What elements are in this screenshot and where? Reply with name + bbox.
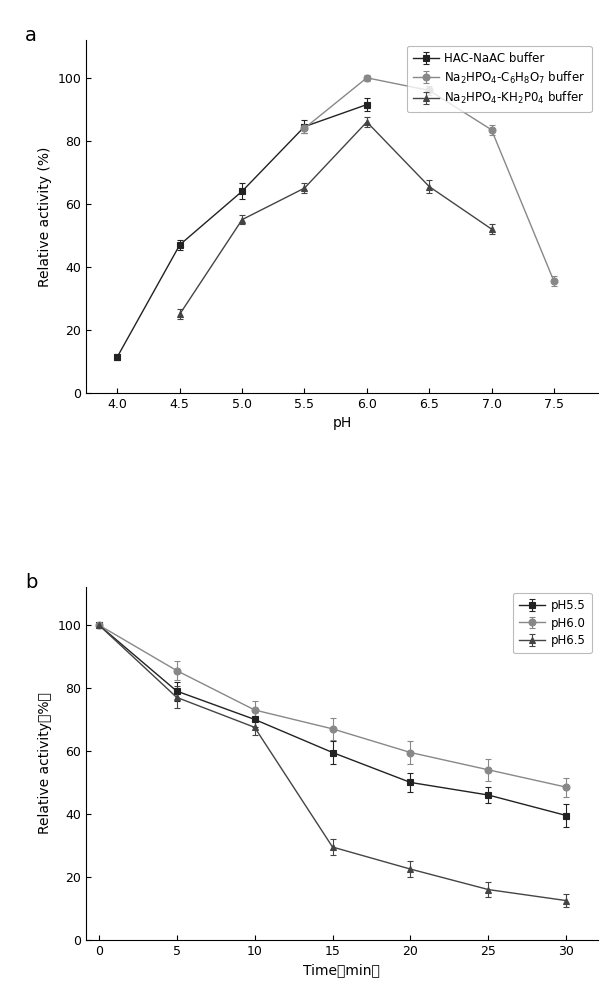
X-axis label: Time（min）: Time（min） — [304, 963, 380, 977]
X-axis label: pH: pH — [332, 416, 352, 430]
Y-axis label: Relative activity (%): Relative activity (%) — [38, 146, 52, 287]
Legend: pH5.5, pH6.0, pH6.5: pH5.5, pH6.0, pH6.5 — [513, 593, 591, 653]
Text: a: a — [25, 26, 37, 45]
Legend: HAC-NaAC buffer, Na$_2$HPO$_4$-C$_6$H$_8$O$_7$ buffer, Na$_2$HPO$_4$-KH$_2$P0$_4: HAC-NaAC buffer, Na$_2$HPO$_4$-C$_6$H$_8… — [407, 46, 591, 112]
Y-axis label: Relative activity（%）: Relative activity（%） — [38, 693, 52, 834]
Text: b: b — [25, 573, 37, 592]
